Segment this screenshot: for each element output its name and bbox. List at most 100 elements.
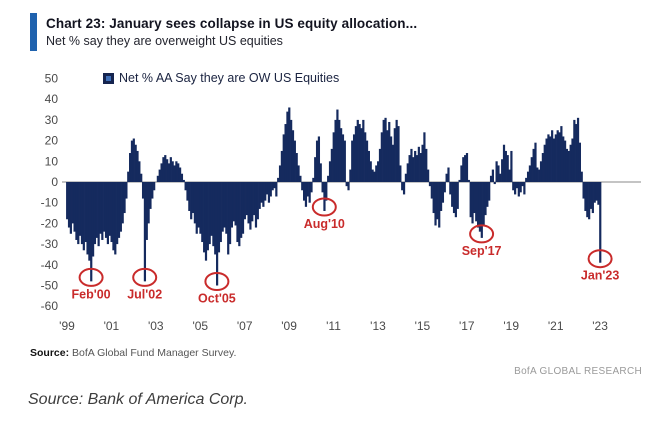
bar bbox=[340, 128, 343, 182]
bar bbox=[280, 150, 283, 182]
bar bbox=[543, 144, 546, 182]
bar bbox=[191, 182, 195, 214]
bar bbox=[86, 182, 89, 255]
y-tick-label: -20 bbox=[41, 216, 59, 230]
bar bbox=[269, 182, 272, 197]
x-tick-label: '13 bbox=[370, 319, 386, 333]
bar bbox=[93, 182, 97, 245]
bar bbox=[582, 182, 585, 199]
bar bbox=[575, 124, 578, 182]
bar bbox=[439, 182, 443, 211]
bar bbox=[73, 182, 76, 232]
bar bbox=[521, 182, 524, 187]
bar bbox=[562, 136, 565, 182]
bar bbox=[397, 126, 400, 182]
bar bbox=[206, 182, 209, 251]
bar bbox=[375, 165, 378, 182]
bar bbox=[212, 182, 215, 247]
brand-text: BofA GLOBAL RESEARCH bbox=[514, 366, 642, 377]
bar bbox=[91, 182, 95, 257]
bar bbox=[71, 182, 74, 224]
bar bbox=[236, 182, 239, 243]
bar bbox=[410, 148, 413, 182]
bar bbox=[297, 165, 300, 182]
bar bbox=[478, 182, 482, 232]
bar bbox=[136, 150, 139, 182]
bar bbox=[299, 175, 302, 182]
bar bbox=[291, 130, 295, 182]
bar bbox=[238, 182, 241, 247]
bar bbox=[95, 182, 98, 238]
bar bbox=[545, 138, 548, 182]
bar bbox=[282, 134, 285, 182]
bar bbox=[386, 130, 389, 182]
y-tick-label: -60 bbox=[41, 299, 59, 313]
bar bbox=[414, 150, 417, 182]
bar bbox=[388, 121, 391, 182]
bar bbox=[301, 182, 304, 191]
bar bbox=[395, 119, 398, 182]
bar bbox=[123, 182, 126, 214]
bar bbox=[140, 173, 143, 182]
bar bbox=[251, 182, 254, 222]
bar bbox=[362, 119, 365, 182]
y-tick-label: 0 bbox=[51, 175, 58, 189]
bar bbox=[247, 182, 250, 224]
bar bbox=[106, 182, 109, 245]
bar bbox=[421, 144, 424, 182]
bar bbox=[79, 182, 82, 236]
bar bbox=[256, 182, 259, 220]
bar bbox=[243, 182, 246, 220]
bar bbox=[364, 132, 367, 182]
bar bbox=[419, 153, 422, 182]
bar bbox=[169, 157, 172, 182]
bar bbox=[377, 161, 380, 182]
bar bbox=[401, 182, 404, 191]
bar bbox=[195, 182, 198, 234]
bar bbox=[560, 126, 563, 182]
bar bbox=[477, 182, 480, 228]
bar bbox=[502, 144, 506, 182]
bar bbox=[393, 128, 396, 182]
bar bbox=[402, 182, 406, 195]
bar bbox=[347, 182, 350, 191]
y-tick-label: 50 bbox=[45, 72, 59, 86]
bar bbox=[330, 148, 333, 182]
bar bbox=[149, 182, 152, 209]
x-tick-label: '07 bbox=[237, 319, 253, 333]
bar bbox=[173, 165, 176, 182]
bar bbox=[156, 175, 159, 182]
bar bbox=[267, 182, 271, 203]
chart-subtitle: Net % say they are overweight US equitie… bbox=[46, 34, 283, 48]
bar bbox=[110, 182, 113, 243]
bar bbox=[491, 169, 494, 182]
bar bbox=[69, 182, 72, 234]
bar bbox=[488, 182, 491, 201]
title-block: Chart 23: January sees collapse in US eq… bbox=[46, 13, 417, 51]
bar bbox=[143, 182, 147, 282]
bar bbox=[458, 179, 461, 182]
bar bbox=[451, 182, 454, 207]
bars-group bbox=[66, 107, 602, 286]
bar bbox=[460, 165, 463, 182]
bar bbox=[245, 182, 248, 216]
bar bbox=[569, 144, 572, 182]
bar bbox=[112, 182, 115, 251]
bar bbox=[417, 146, 420, 182]
bar bbox=[565, 148, 569, 182]
bar bbox=[528, 165, 532, 182]
bar bbox=[571, 138, 574, 182]
bar bbox=[588, 182, 591, 220]
bar bbox=[556, 130, 559, 182]
bar bbox=[369, 161, 372, 182]
bar bbox=[441, 182, 445, 203]
bar bbox=[367, 150, 370, 182]
bar bbox=[319, 163, 322, 182]
bar bbox=[360, 128, 363, 182]
bar bbox=[121, 182, 124, 224]
bar bbox=[204, 182, 208, 261]
bar bbox=[203, 182, 206, 253]
bar bbox=[306, 182, 309, 197]
bar bbox=[489, 175, 493, 182]
bar bbox=[517, 182, 520, 197]
